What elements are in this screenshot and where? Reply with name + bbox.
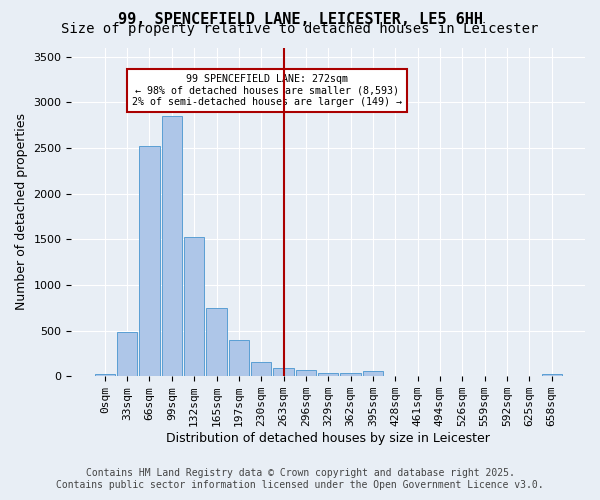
Bar (318, 372, 338, 376)
Bar (162, 116, 182, 376)
Bar (542, 374, 562, 376)
Bar (95, 374, 115, 376)
X-axis label: Distribution of detached houses by size in Leicester: Distribution of detached houses by size … (166, 432, 490, 445)
Bar (206, 308, 227, 376)
Y-axis label: Number of detached properties: Number of detached properties (15, 114, 28, 310)
Bar (117, 332, 137, 376)
Bar (229, 340, 249, 376)
Bar (274, 368, 293, 376)
Bar (251, 362, 271, 376)
Text: Contains HM Land Registry data © Crown copyright and database right 2025.
Contai: Contains HM Land Registry data © Crown c… (56, 468, 544, 490)
Bar (363, 371, 383, 376)
Text: 99, SPENCEFIELD LANE, LEICESTER, LE5 6HH: 99, SPENCEFIELD LANE, LEICESTER, LE5 6HH (118, 12, 482, 28)
Bar (296, 370, 316, 376)
Text: 99 SPENCEFIELD LANE: 272sqm
← 98% of detached houses are smaller (8,593)
2% of s: 99 SPENCEFIELD LANE: 272sqm ← 98% of det… (131, 74, 401, 107)
Bar (340, 372, 361, 376)
Bar (139, 146, 160, 376)
Text: Size of property relative to detached houses in Leicester: Size of property relative to detached ho… (61, 22, 539, 36)
Bar (184, 236, 204, 376)
